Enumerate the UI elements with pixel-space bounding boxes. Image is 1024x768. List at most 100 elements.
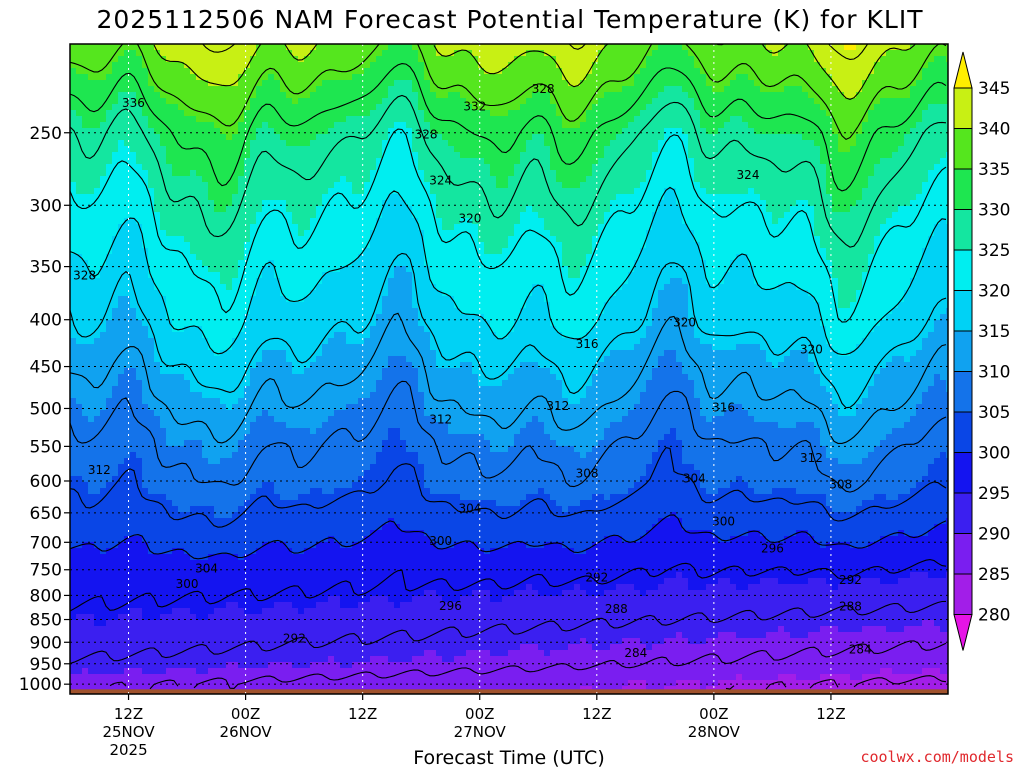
contour-label-304: 304	[195, 562, 218, 576]
contour-label-288: 288	[605, 602, 628, 616]
contour-line-332	[70, 63, 947, 192]
contour-label-312: 312	[429, 412, 452, 426]
x-tick-label-6: 12Z	[816, 705, 845, 723]
contour-label-308: 308	[829, 477, 852, 491]
contour-line-292	[70, 600, 947, 665]
x-tick-label-5: 00Z	[699, 705, 728, 723]
y-tick-label-550: 550	[30, 437, 62, 457]
colorbar-label-315: 315	[978, 322, 1010, 342]
contour-label-312: 312	[800, 451, 823, 465]
x-axis-label: Forecast Time (UTC)	[413, 747, 604, 768]
x-tick-label-2: 12Z	[348, 705, 377, 723]
y-tick-label-800: 800	[30, 586, 62, 606]
contour-line-344	[201, 44, 869, 60]
colorbar-label-345: 345	[978, 79, 1010, 99]
y-tick-label-250: 250	[30, 124, 62, 144]
contour-label-312: 312	[88, 463, 111, 477]
x-tick-date-5: 28NOV	[688, 723, 741, 741]
colorbar-segment-325	[953, 249, 973, 291]
contour-label-300: 300	[712, 514, 735, 528]
contour-label-296: 296	[439, 599, 462, 613]
contour-label-304: 304	[683, 471, 706, 485]
colorbar-segment-295	[953, 492, 973, 534]
y-axis-ticks: 2503003504004505005506006507007508008509…	[19, 124, 70, 695]
contour-label-284: 284	[849, 642, 872, 656]
plot-area	[70, 44, 948, 694]
contour-line-320	[70, 186, 947, 356]
x-tick-year-0: 2025	[109, 741, 147, 759]
contour-line-308	[70, 380, 947, 493]
surface-strip	[70, 689, 948, 694]
contour-label-332: 332	[463, 99, 486, 113]
y-tick-label-400: 400	[30, 311, 62, 331]
contour-label-328: 328	[415, 127, 438, 141]
contour-label-284: 284	[624, 646, 647, 660]
colorbar-segment-285	[953, 573, 973, 615]
colorbar-segment-315	[953, 330, 973, 372]
y-tick-label-600: 600	[30, 472, 62, 492]
y-tick-label-700: 700	[30, 533, 62, 553]
colorbar-segment-345	[953, 87, 973, 129]
colorbar-segment-305	[953, 411, 973, 453]
y-tick-label-750: 750	[30, 561, 62, 581]
contour-line-316	[70, 252, 947, 409]
contour-label-292: 292	[283, 631, 306, 645]
plot-frame	[69, 43, 949, 695]
contour-line-312	[70, 312, 947, 444]
contour-line-336	[70, 44, 947, 141]
y-tick-label-1000: 1000	[19, 675, 62, 695]
colorbar-label-335: 335	[978, 160, 1010, 180]
contour-line-324	[70, 128, 947, 323]
contour-label-324: 324	[737, 168, 760, 182]
contour-line-284	[725, 675, 947, 690]
colorbar-label-280: 280	[978, 606, 1010, 626]
colorbar-segment-300	[953, 452, 973, 494]
contour-label-316: 316	[576, 337, 599, 351]
contour-label-320: 320	[673, 316, 696, 330]
contour-label-336: 336	[122, 96, 145, 110]
x-tick-label-4: 12Z	[582, 705, 611, 723]
contour-label-316: 316	[712, 401, 735, 415]
contour-line-328	[70, 94, 947, 248]
colorbar-label-320: 320	[978, 282, 1010, 302]
chart-title: 2025112506 NAM Forecast Potential Temper…	[97, 5, 924, 34]
contour-label-292: 292	[839, 573, 862, 587]
contour-label-308: 308	[576, 467, 599, 481]
colorbar-bottom-arrow	[953, 614, 973, 651]
colorbar-segment-330	[953, 209, 973, 251]
contour-label-320: 320	[459, 211, 482, 225]
colorbar-label-340: 340	[978, 120, 1010, 140]
y-tick-label-500: 500	[30, 399, 62, 419]
contour-label-300: 300	[176, 577, 199, 591]
colorbar-label-285: 285	[978, 565, 1010, 585]
colorbar-label-330: 330	[978, 201, 1010, 221]
contour-lines	[70, 44, 947, 690]
grid-lines	[70, 44, 948, 694]
y-tick-label-450: 450	[30, 358, 62, 378]
x-tick-date-1: 26NOV	[220, 723, 273, 741]
colorbar-label-290: 290	[978, 525, 1010, 545]
contour-line-304	[70, 446, 947, 528]
x-tick-date-3: 27NOV	[454, 723, 507, 741]
x-tick-label-3: 00Z	[465, 705, 494, 723]
contour-label-304: 304	[459, 502, 482, 516]
source-credit[interactable]: coolwx.com/models	[860, 748, 1014, 766]
y-tick-label-850: 850	[30, 611, 62, 631]
y-tick-label-300: 300	[30, 196, 62, 216]
colorbar-label-305: 305	[978, 403, 1010, 423]
contour-label-320: 320	[800, 342, 823, 356]
contour-label-324: 324	[429, 174, 452, 188]
contour-label-328: 328	[73, 269, 96, 283]
y-tick-label-900: 900	[30, 633, 62, 653]
colorbar-label-325: 325	[978, 241, 1010, 261]
contour-label-328: 328	[532, 82, 555, 96]
colorbar-segment-290	[953, 533, 973, 575]
contour-labels: 336 332 328 328 324 324 320 328 320 320 316 316 312 3…	[73, 82, 871, 660]
contour-label-296: 296	[761, 542, 784, 556]
contour-label-300: 300	[429, 534, 452, 548]
colorbar-label-295: 295	[978, 484, 1010, 504]
contour-line-300	[70, 514, 947, 560]
colorbar-label-310: 310	[978, 363, 1010, 383]
y-tick-label-950: 950	[30, 655, 62, 675]
